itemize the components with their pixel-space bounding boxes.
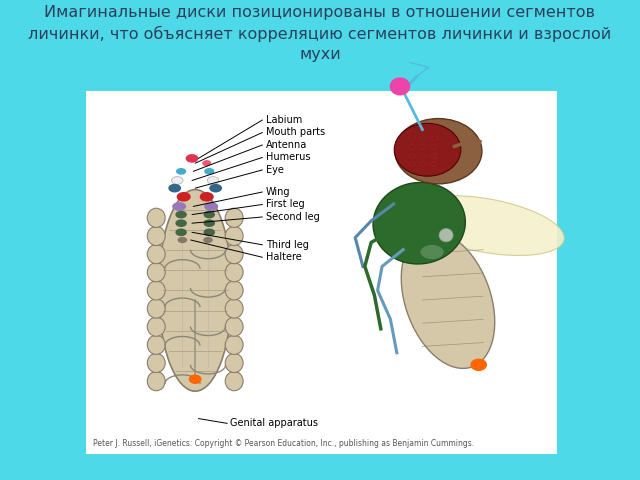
Ellipse shape bbox=[147, 335, 165, 354]
Ellipse shape bbox=[172, 202, 186, 211]
Ellipse shape bbox=[147, 372, 165, 391]
Text: Second leg: Second leg bbox=[266, 212, 319, 222]
Ellipse shape bbox=[209, 184, 222, 192]
Ellipse shape bbox=[390, 77, 410, 96]
Ellipse shape bbox=[225, 227, 243, 246]
Ellipse shape bbox=[395, 119, 482, 184]
Ellipse shape bbox=[147, 299, 165, 318]
Ellipse shape bbox=[225, 299, 243, 318]
Text: Имагинальные диски позиционированы в отношении сегментов
личинки, что объясняет : Имагинальные диски позиционированы в отн… bbox=[28, 5, 612, 62]
Text: Wing: Wing bbox=[266, 187, 290, 197]
Ellipse shape bbox=[439, 228, 453, 242]
Ellipse shape bbox=[204, 219, 215, 227]
Ellipse shape bbox=[225, 317, 243, 336]
Ellipse shape bbox=[186, 154, 198, 163]
Text: Humerus: Humerus bbox=[266, 153, 310, 162]
Ellipse shape bbox=[204, 202, 218, 211]
Ellipse shape bbox=[172, 177, 183, 184]
Ellipse shape bbox=[225, 208, 243, 228]
Text: First leg: First leg bbox=[266, 200, 304, 209]
Ellipse shape bbox=[177, 192, 191, 202]
Ellipse shape bbox=[207, 177, 219, 184]
Ellipse shape bbox=[147, 353, 165, 372]
Ellipse shape bbox=[225, 281, 243, 300]
Ellipse shape bbox=[175, 228, 187, 236]
Ellipse shape bbox=[147, 263, 165, 282]
Ellipse shape bbox=[408, 196, 564, 255]
Ellipse shape bbox=[225, 335, 243, 354]
Ellipse shape bbox=[175, 219, 187, 227]
Ellipse shape bbox=[147, 317, 165, 336]
Ellipse shape bbox=[147, 208, 165, 228]
Ellipse shape bbox=[373, 182, 465, 264]
Ellipse shape bbox=[176, 168, 186, 175]
Ellipse shape bbox=[225, 244, 243, 264]
Ellipse shape bbox=[175, 211, 187, 218]
Ellipse shape bbox=[204, 228, 215, 236]
Ellipse shape bbox=[189, 374, 202, 384]
Ellipse shape bbox=[158, 190, 232, 391]
Ellipse shape bbox=[147, 227, 165, 246]
Ellipse shape bbox=[204, 211, 215, 218]
Ellipse shape bbox=[202, 160, 211, 167]
Ellipse shape bbox=[394, 123, 461, 176]
Ellipse shape bbox=[225, 263, 243, 282]
Text: Third leg: Third leg bbox=[266, 240, 308, 250]
Text: Labium: Labium bbox=[266, 115, 302, 125]
Text: Antenna: Antenna bbox=[266, 140, 307, 150]
Ellipse shape bbox=[470, 359, 487, 371]
Ellipse shape bbox=[225, 372, 243, 391]
Text: Haltere: Haltere bbox=[266, 252, 301, 262]
Text: Peter J. Russell, iGenetics: Copyright © Pearson Education, Inc., publishing as : Peter J. Russell, iGenetics: Copyright ©… bbox=[93, 439, 474, 447]
Ellipse shape bbox=[177, 237, 187, 243]
Ellipse shape bbox=[401, 231, 495, 369]
Ellipse shape bbox=[204, 168, 214, 175]
Ellipse shape bbox=[420, 244, 444, 260]
Ellipse shape bbox=[225, 353, 243, 372]
Ellipse shape bbox=[200, 192, 214, 202]
Ellipse shape bbox=[168, 184, 181, 192]
Text: Mouth parts: Mouth parts bbox=[266, 128, 324, 137]
Text: Eye: Eye bbox=[266, 165, 284, 175]
Ellipse shape bbox=[147, 244, 165, 264]
Ellipse shape bbox=[204, 237, 212, 243]
FancyBboxPatch shape bbox=[86, 91, 557, 454]
Ellipse shape bbox=[147, 281, 165, 300]
Text: Genital apparatus: Genital apparatus bbox=[230, 419, 319, 428]
